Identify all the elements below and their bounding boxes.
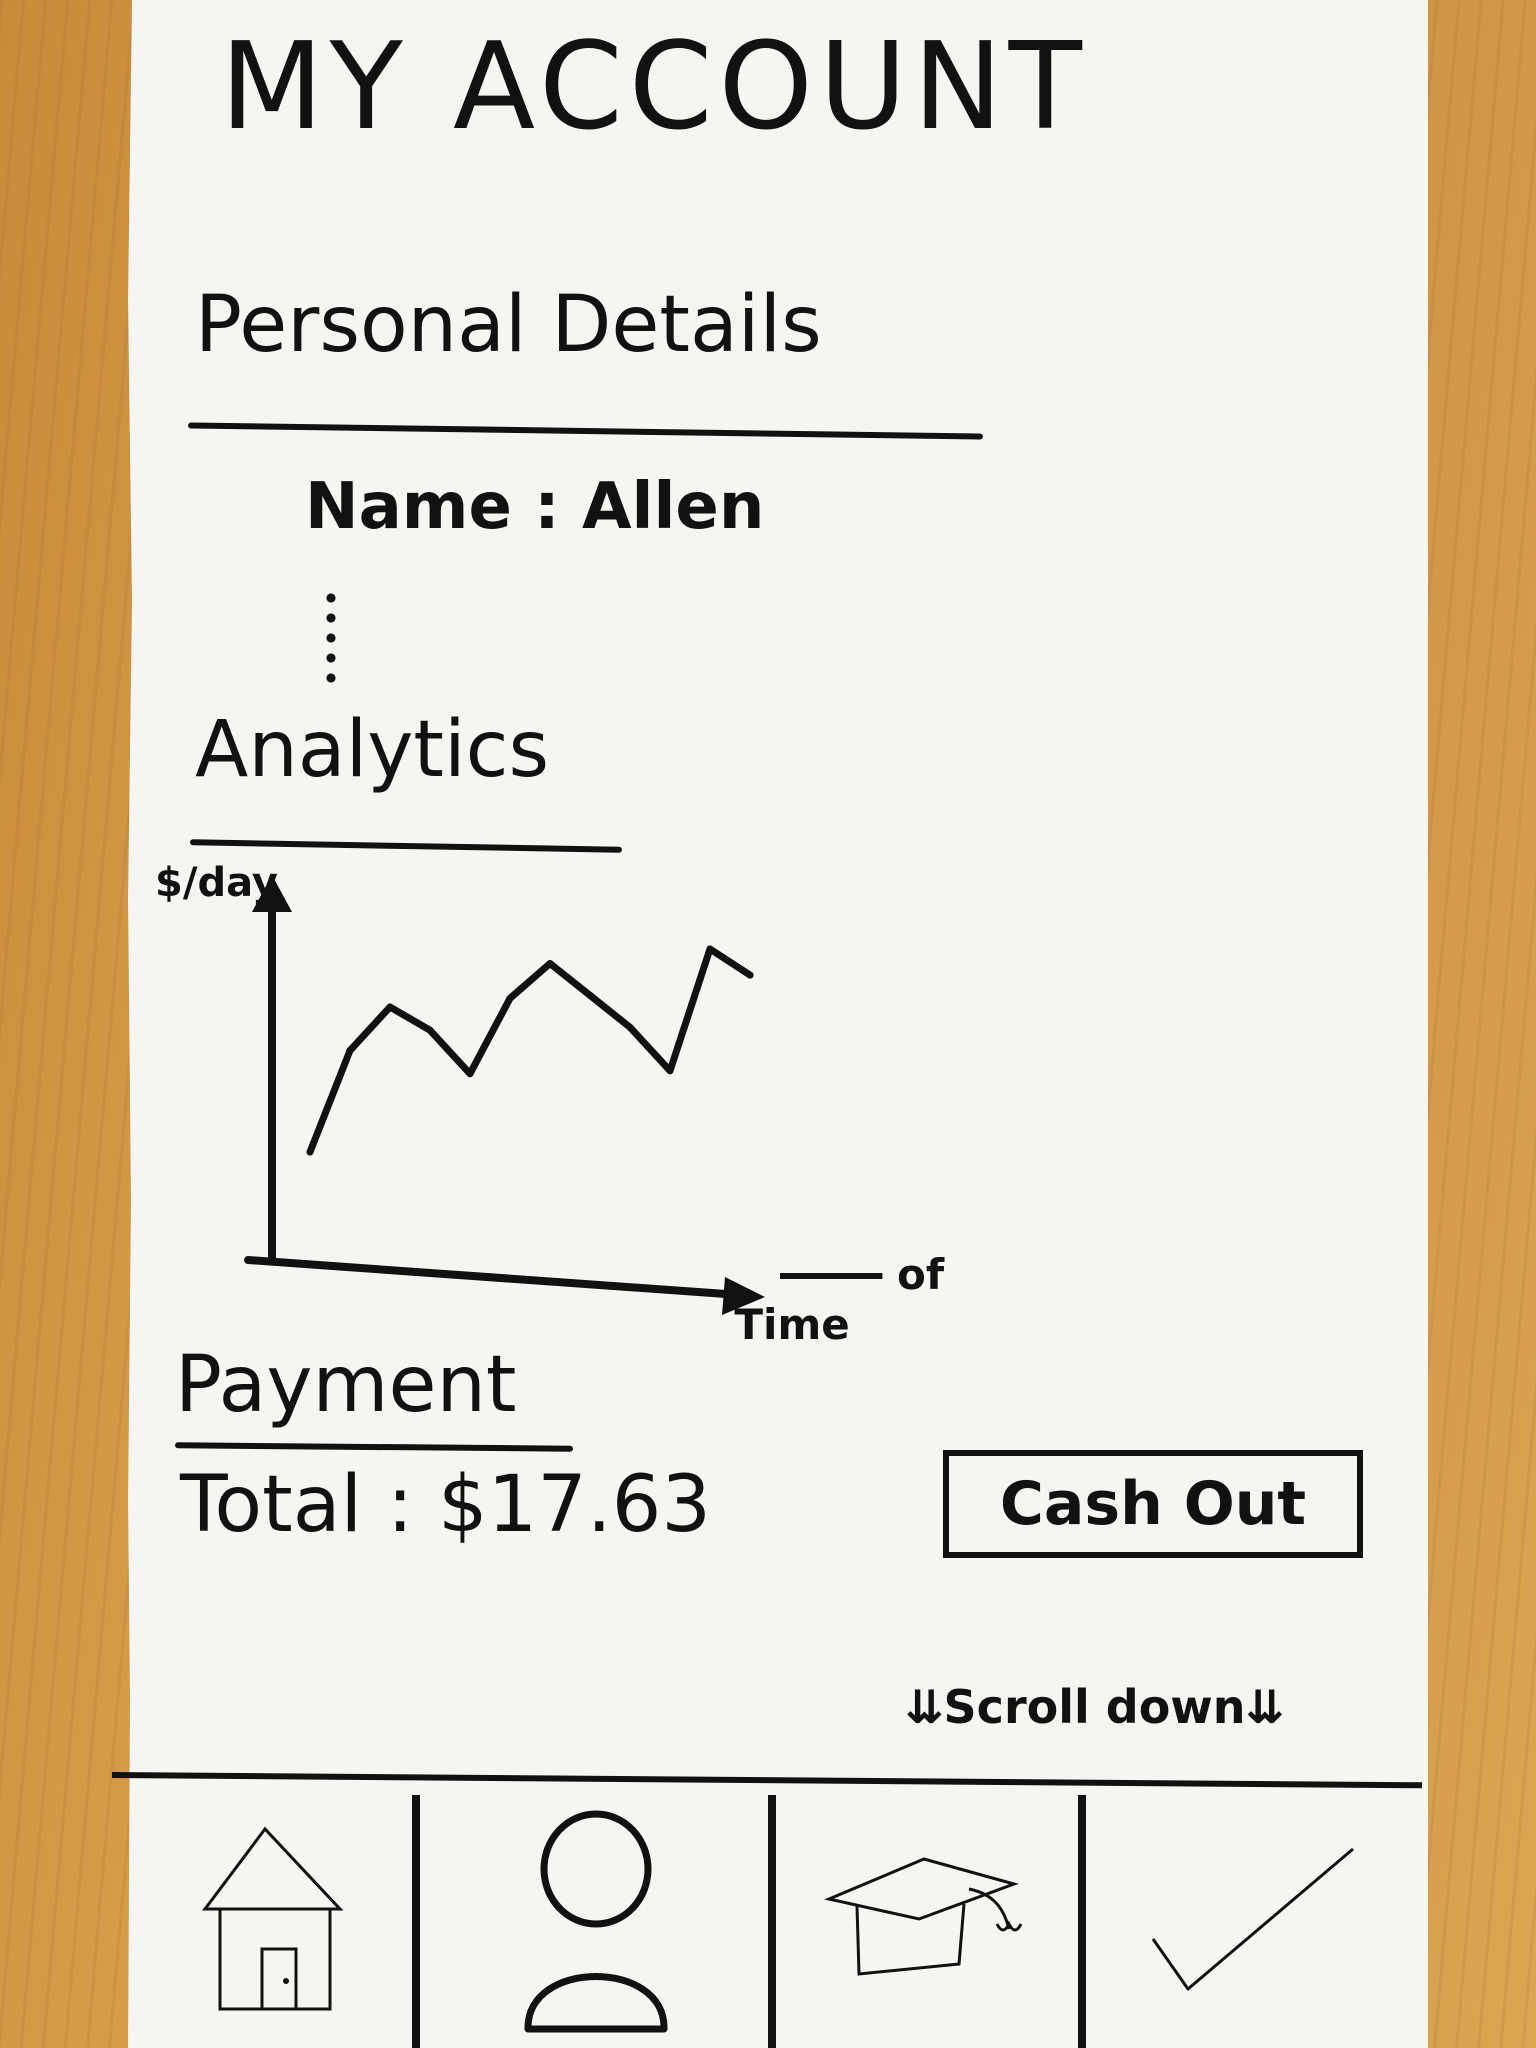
data-point-3 [386, 1003, 394, 1011]
profile-icon [524, 1810, 668, 2033]
x-axis-arrowhead [722, 1277, 765, 1315]
data-point-5 [466, 1070, 474, 1078]
data-point-11 [706, 945, 714, 953]
cash-out-button[interactable]: Cash Out [943, 1450, 1363, 1558]
chart-axes [244, 875, 765, 1315]
data-point-1 [306, 1148, 314, 1156]
graduation-cap-icon [824, 1857, 1023, 1976]
total-row: Total : $17.63 [180, 1460, 711, 1550]
name-label: Name [305, 470, 512, 544]
tab-tasks[interactable] [1088, 1790, 1418, 2048]
data-point-9 [626, 1023, 634, 1031]
data-point-4 [426, 1026, 434, 1034]
y-axis-arrowhead [252, 875, 292, 912]
data-point-12 [746, 971, 754, 979]
payment-heading: Payment [175, 1340, 517, 1430]
tab-home[interactable] [140, 1790, 410, 2048]
name-value: Allen [582, 470, 765, 544]
total-value: $17.63 [438, 1460, 711, 1550]
analytics-heading: Analytics [195, 705, 550, 795]
personal-details-heading: Personal Details [195, 280, 822, 370]
series-line [306, 945, 754, 1156]
more-details-ellipsis [326, 588, 336, 688]
analytics-line-chart [244, 875, 765, 1315]
name-separator: : [511, 470, 582, 544]
x-axis-label-top: of [896, 1250, 945, 1299]
data-point-6 [506, 994, 514, 1002]
page-title: MY ACCOUNT [220, 18, 1088, 157]
total-separator: : [362, 1460, 439, 1550]
x-axis-label-bottom: Time [734, 1300, 850, 1350]
scroll-down-hint: ⇊Scroll down⇊ [905, 1680, 1285, 1734]
paper-sheet [128, 0, 1428, 2048]
total-label: Total [180, 1460, 363, 1550]
data-point-7 [546, 960, 554, 967]
name-row: Name : Allen [305, 470, 764, 544]
data-point-8 [586, 991, 594, 999]
tab-profile[interactable] [422, 1790, 770, 2048]
data-point-2 [346, 1047, 354, 1054]
home-icon [202, 1826, 344, 2011]
x-axis [244, 1256, 744, 1299]
tab-divider [1078, 1795, 1086, 2048]
tab-divider [412, 1795, 420, 2048]
checkmark-icon [1151, 1847, 1354, 1991]
tab-divider [768, 1795, 776, 2048]
tab-education[interactable] [778, 1790, 1080, 2048]
chart-y-axis-label: $/day [155, 860, 278, 906]
chart-x-axis-label: of Time [734, 1250, 945, 1351]
data-point-10 [666, 1067, 674, 1075]
